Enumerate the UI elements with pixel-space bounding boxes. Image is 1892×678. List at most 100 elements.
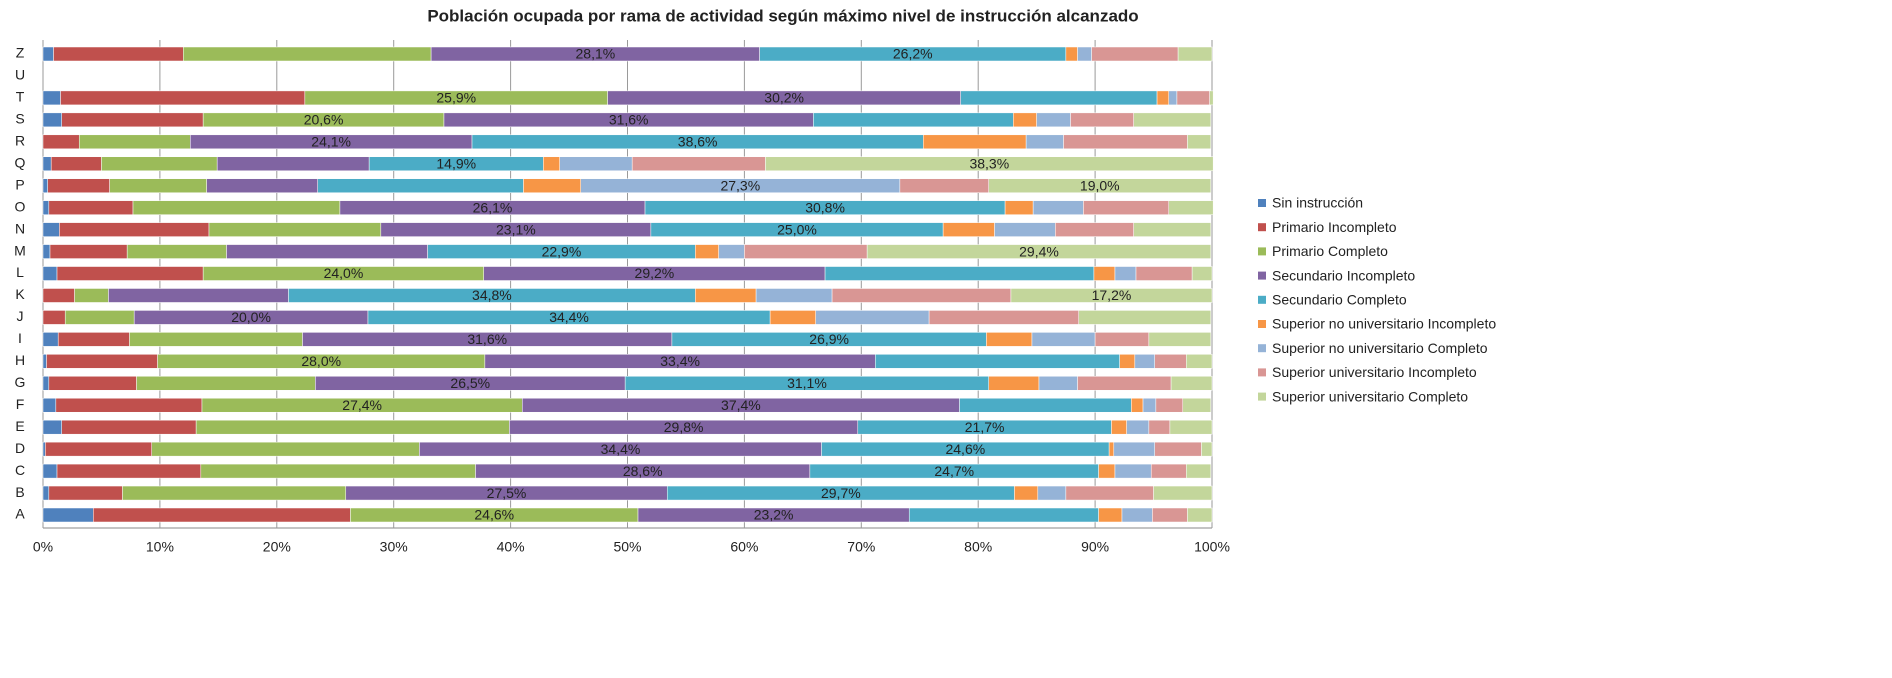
bar-segment — [42, 354, 47, 369]
bar-segment — [136, 376, 316, 391]
bar-segment — [631, 156, 766, 172]
bar-segment — [866, 244, 1212, 259]
x-tick-label: 0% — [33, 539, 53, 555]
bar-segment — [42, 266, 58, 281]
bar-segment — [1154, 441, 1202, 457]
bar-segment — [183, 46, 432, 62]
bar-segment — [1093, 266, 1116, 281]
bar-segment — [824, 266, 1095, 281]
bar-segment — [908, 507, 1099, 523]
data-label: 26,9% — [809, 331, 849, 347]
legend-label: Superior no universitario Incompleto — [1272, 316, 1496, 332]
bar-segment — [718, 244, 745, 259]
bar-segment — [42, 332, 59, 347]
y-tick-label: S — [15, 111, 24, 127]
y-tick-label: B — [15, 484, 24, 500]
bar-segment — [1091, 46, 1179, 62]
bar-segment — [1148, 332, 1212, 347]
bar-segment — [53, 46, 184, 62]
bar-segment — [42, 112, 62, 128]
bar-segment — [74, 288, 109, 303]
bar-segment — [1098, 463, 1116, 479]
bar-segment — [543, 156, 560, 172]
y-tick-label: C — [15, 462, 25, 478]
bar-segment — [42, 310, 66, 325]
bar-segment — [42, 485, 50, 501]
bar-segment — [1168, 90, 1178, 106]
data-label: 26,5% — [450, 375, 490, 391]
legend-label: Sin instrucción — [1272, 195, 1363, 211]
data-label: 27,5% — [487, 485, 527, 501]
bar-segment — [122, 485, 347, 501]
bar-segment — [986, 332, 1033, 347]
bar-segment — [50, 156, 102, 172]
y-tick-label: M — [14, 242, 26, 258]
bar-segment — [1156, 90, 1169, 106]
y-tick-label: L — [16, 264, 24, 280]
bar-segment — [1010, 288, 1213, 303]
bar-segment — [1209, 90, 1214, 106]
data-label: 21,7% — [965, 419, 1005, 435]
bar-segment — [45, 441, 152, 457]
legend-swatch — [1258, 392, 1266, 401]
bar-segment — [559, 156, 633, 172]
bar-segment — [78, 134, 191, 150]
bar-segment — [42, 463, 58, 479]
bar-segment — [1025, 134, 1064, 150]
bar-segment — [769, 310, 816, 325]
bar-segment — [42, 419, 62, 435]
bar-segment — [1131, 397, 1144, 413]
bar-segment — [151, 441, 420, 457]
bar-segment — [1078, 310, 1212, 325]
bar-segment — [42, 288, 75, 303]
bar-segment — [988, 178, 1212, 193]
bar-segment — [960, 90, 1158, 106]
data-label: 20,0% — [231, 309, 271, 325]
data-label: 28,6% — [623, 463, 663, 479]
bar-segment — [523, 178, 581, 193]
data-label: 20,6% — [304, 112, 344, 128]
bar-segment — [101, 156, 218, 172]
bar-segment — [42, 507, 94, 523]
bar-segment — [64, 310, 135, 325]
bar-segment — [1182, 397, 1212, 413]
bar-segment — [42, 90, 61, 106]
data-label: 26,1% — [473, 199, 513, 215]
bar-segment — [1186, 354, 1213, 369]
legend-label: Primario Incompleto — [1272, 219, 1397, 235]
bar-segment — [216, 156, 370, 172]
bar-segment — [765, 156, 1214, 172]
x-tick-label: 70% — [847, 539, 875, 555]
bar-segment — [988, 376, 1040, 391]
data-label: 27,3% — [720, 177, 760, 193]
bar-segment — [899, 178, 989, 193]
bar-segment — [1135, 266, 1193, 281]
x-tick-label: 100% — [1194, 539, 1230, 555]
bar-segment — [1133, 112, 1212, 128]
data-label: 25,9% — [436, 90, 476, 106]
bar-segment — [42, 376, 50, 391]
legend-swatch — [1258, 295, 1266, 304]
legend-label: Primario Completo — [1272, 243, 1388, 259]
bar-segment — [815, 310, 930, 325]
data-label: 29,7% — [821, 485, 861, 501]
y-tick-label: R — [15, 133, 25, 149]
bar-segment — [1065, 485, 1154, 501]
bar-segment — [42, 441, 46, 457]
bar-segment — [109, 178, 207, 193]
y-tick-label: H — [15, 352, 25, 368]
bar-segment — [1134, 354, 1155, 369]
y-tick-label: Q — [15, 154, 26, 170]
bar-segment — [1077, 376, 1172, 391]
bar-segment — [813, 112, 1014, 128]
data-label: 34,8% — [472, 287, 512, 303]
data-label: 29,4% — [1019, 243, 1059, 259]
bar-segment — [1154, 354, 1187, 369]
bar-segment — [208, 222, 382, 237]
bar-segment — [126, 244, 227, 259]
bar-segment — [1108, 441, 1115, 457]
data-label: 26,2% — [893, 46, 933, 62]
bar-segment — [200, 463, 476, 479]
bar-segment — [1126, 419, 1150, 435]
data-label: 34,4% — [601, 441, 641, 457]
